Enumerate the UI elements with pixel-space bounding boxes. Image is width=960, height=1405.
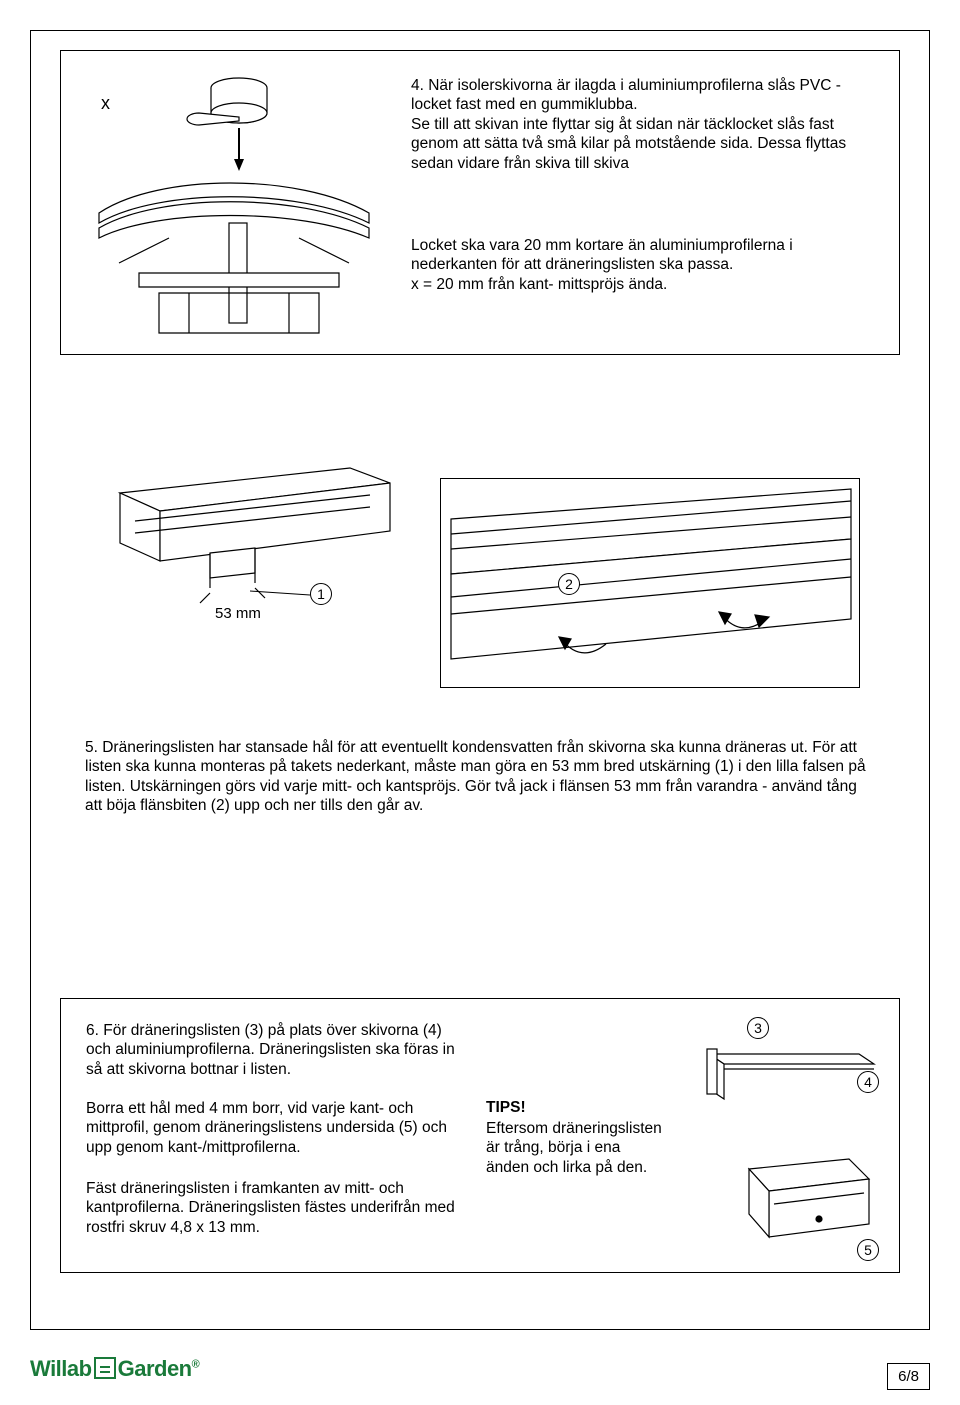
step5-illustration-right (440, 478, 860, 688)
step5-panel: 53 mm 1 2 5. Dräneringslisten har stansa… (60, 453, 900, 873)
step6-illustration-bottom (729, 1149, 879, 1249)
tips-body: Eftersom dräneringslisten är trång, börj… (486, 1119, 666, 1177)
callout-3: 3 (747, 1017, 769, 1039)
page-number: 6/8 (887, 1363, 930, 1390)
brand-logo: WillabGarden® (30, 1356, 199, 1382)
callout-5: 5 (857, 1239, 879, 1261)
page-footer: WillabGarden® 6/8 (30, 1340, 930, 1390)
step4-panel: x 4. När isolerskivorna är ilagda i alum… (60, 50, 900, 355)
step6-paragraph-2: Borra ett hål med 4 mm borr, vid varje k… (86, 1099, 456, 1157)
step6-illustration-top (689, 1019, 879, 1114)
step6-panel: 6. För dräneringslisten (3) på plats öve… (60, 998, 900, 1273)
step4-paragraph-1: 4. När isolerskivorna är ilagda i alumin… (411, 76, 876, 173)
callout-2: 2 (558, 573, 580, 595)
step4-x-label: x (101, 93, 110, 114)
tips-title: TIPS! (486, 1099, 666, 1117)
callout-4: 4 (857, 1071, 879, 1093)
callout-1-leader (250, 583, 315, 613)
step4-paragraph-2: Locket ska vara 20 mm kortare än alumini… (411, 236, 876, 294)
step4-illustration (79, 63, 379, 343)
step6-paragraph-3: Fäst dräneringslisten i framkanten av mi… (86, 1179, 456, 1237)
step6-paragraph-1: 6. För dräneringslisten (3) på plats öve… (86, 1021, 456, 1079)
step5-paragraph: 5. Dräneringslisten har stansade hål för… (85, 738, 875, 816)
logo-icon (94, 1357, 116, 1379)
